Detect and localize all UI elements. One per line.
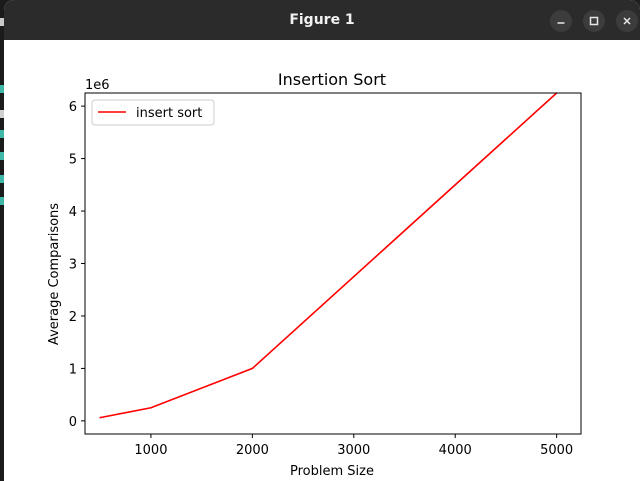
legend: insert sort (91, 99, 215, 126)
window-titlebar[interactable]: Figure 1 (4, 0, 640, 40)
y-tick-label: 0 (69, 415, 77, 430)
y-tick-label: 1 (69, 362, 77, 377)
figure-window: Figure 1 Insertion Sort 1e6 Problem Size… (4, 0, 640, 481)
x-axis-label: Problem Size (290, 464, 374, 479)
maximize-icon (589, 16, 599, 26)
y-tick-label: 3 (69, 258, 77, 273)
series-line-insert-sort (100, 92, 558, 419)
window-title: Figure 1 (289, 12, 355, 28)
y-tick-label: 2 (69, 310, 77, 325)
data-point (150, 406, 152, 409)
legend-label: insert sort (136, 106, 202, 121)
y-axis-label: Average Comparisons (47, 203, 62, 345)
x-tick-label: 2000 (236, 443, 269, 458)
plot-frame (84, 92, 582, 435)
minimize-icon (557, 22, 565, 24)
y-tick-label: 6 (69, 100, 77, 115)
close-icon (623, 17, 631, 25)
minimize-button[interactable] (550, 10, 572, 32)
y-offset-label: 1e6 (85, 78, 110, 93)
axis-ticks: 1000 2000 3000 4000 5000 0 1 2 3 4 5 6 (69, 100, 573, 458)
x-tick-label: 5000 (540, 443, 573, 458)
series-layer (99, 92, 558, 419)
line-chart: Insertion Sort 1e6 Problem Size Average … (47, 70, 582, 479)
data-point (99, 416, 102, 419)
figure-canvas[interactable]: Insertion Sort 1e6 Problem Size Average … (4, 40, 640, 481)
legend-box (91, 99, 215, 126)
maximize-button[interactable] (583, 10, 605, 32)
close-button[interactable] (616, 10, 638, 32)
chart-title: Insertion Sort (278, 70, 386, 89)
background-editor-strip (0, 0, 5, 481)
x-tick-label: 4000 (439, 443, 472, 458)
x-tick-label: 1000 (134, 443, 167, 458)
data-point (251, 367, 254, 370)
y-tick-label: 4 (69, 205, 77, 220)
x-tick-label: 3000 (337, 443, 370, 458)
y-tick-label: 5 (69, 153, 77, 168)
